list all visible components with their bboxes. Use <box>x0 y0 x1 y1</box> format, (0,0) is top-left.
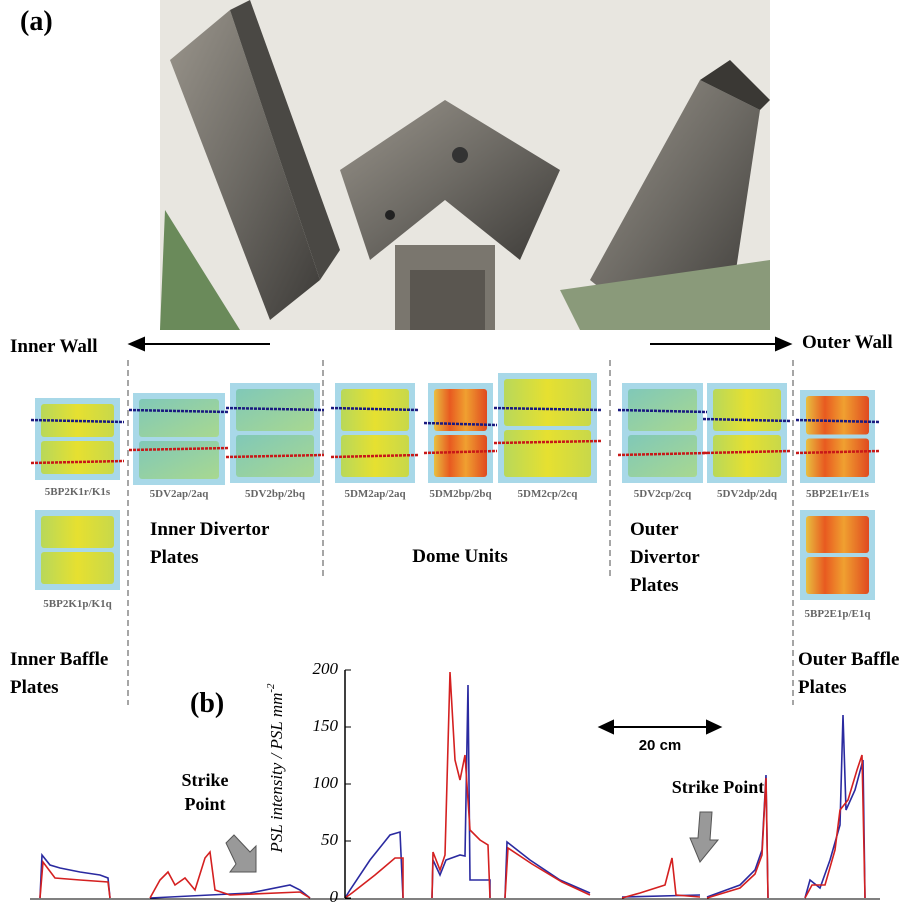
group-label: Plates <box>798 677 847 698</box>
plate-image <box>713 389 781 431</box>
strike-point-label: Point <box>184 794 225 814</box>
plate-label: 5DV2dp/2dq <box>717 488 778 500</box>
y-axis-label-sup: -2 <box>265 683 277 693</box>
plate: 5DV2bp/2bq <box>226 383 324 500</box>
wall-label: Inner Wall <box>10 336 97 357</box>
group-label: Inner Baffle <box>10 649 108 670</box>
plate-label: 5BP2E1p/E1q <box>804 608 871 620</box>
panel-label: (a) <box>20 6 53 37</box>
plate-label: 5DM2ap/2aq <box>344 488 406 500</box>
strike-point-label: Strike Point <box>672 777 765 797</box>
plate: 5DM2bp/2bq <box>424 383 497 500</box>
group-label: Inner Divertor <box>150 519 270 540</box>
plate-image <box>41 516 114 548</box>
figure: (a) Inner Wall Outer Wall (b) 20 cm Stri… <box>0 0 920 905</box>
pointer-arrows <box>226 812 718 872</box>
group-label: Outer Baffle <box>798 649 900 670</box>
y-tick-label: 0 <box>330 887 339 905</box>
plate-label: 5DV2bp/2bq <box>245 488 306 500</box>
strike-point-label: Strike <box>182 770 229 790</box>
plate-image <box>806 439 869 478</box>
plate: 5BP2E1p/E1q <box>800 510 875 620</box>
plate-image <box>41 441 114 474</box>
plate: 5DV2ap/2aq <box>129 393 229 500</box>
y-axis-label-text: PSL intensity / PSL mm <box>267 693 286 854</box>
plate: 5DV2dp/2dq <box>703 383 791 500</box>
plate-image <box>713 435 781 477</box>
plate-image <box>41 552 114 584</box>
page: {"panel_a_label": "(a)", "panel_b_label"… <box>0 0 920 905</box>
group-label: Outer <box>630 519 679 540</box>
plate-image <box>139 441 219 479</box>
plate-image <box>806 557 869 594</box>
plate-image <box>504 430 591 477</box>
plate-image <box>806 396 869 435</box>
y-tick-label: 200 <box>313 659 339 678</box>
y-axis-label: PSL intensity / PSL mm-2 <box>265 683 286 854</box>
plate-label: 5DV2cp/2cq <box>634 488 692 500</box>
panel-label: (b) <box>190 688 224 719</box>
y-tick-label: 100 <box>313 773 339 792</box>
plate: 5DV2cp/2cq <box>618 383 707 500</box>
wall-label: Outer Wall <box>802 332 893 353</box>
plate-label: 5DV2ap/2aq <box>150 488 210 500</box>
group-label: Plates <box>150 547 199 568</box>
photo <box>160 0 770 330</box>
plate: 5BP2K1r/K1s <box>31 398 124 498</box>
group-label: Plates <box>630 575 679 596</box>
plate-label: 5DM2cp/2cq <box>518 488 579 500</box>
group-label: Plates <box>10 677 59 698</box>
plate-image <box>806 516 869 553</box>
plate: 5DM2cp/2cq <box>494 373 601 500</box>
group-label: Dome Units <box>412 546 508 567</box>
plate: 5BP2E1r/E1s <box>796 390 879 500</box>
plate-image <box>434 435 487 477</box>
plate-label: 5BP2K1p/K1q <box>43 598 112 610</box>
plate-label: 5DM2bp/2bq <box>429 488 492 500</box>
plate-label: 5BP2E1r/E1s <box>806 488 870 500</box>
y-tick-label: 50 <box>321 830 339 849</box>
plate: 5DM2ap/2aq <box>331 383 419 500</box>
plate-image <box>139 399 219 437</box>
plate-image <box>628 435 697 477</box>
plate-image <box>504 379 591 426</box>
plate: 5BP2K1p/K1q <box>35 510 120 610</box>
y-tick-label: 150 <box>313 716 339 735</box>
group-label: Divertor <box>630 547 700 568</box>
scale-bar-label: 20 cm <box>639 737 682 754</box>
plate-label: 5BP2K1r/K1s <box>45 486 111 498</box>
